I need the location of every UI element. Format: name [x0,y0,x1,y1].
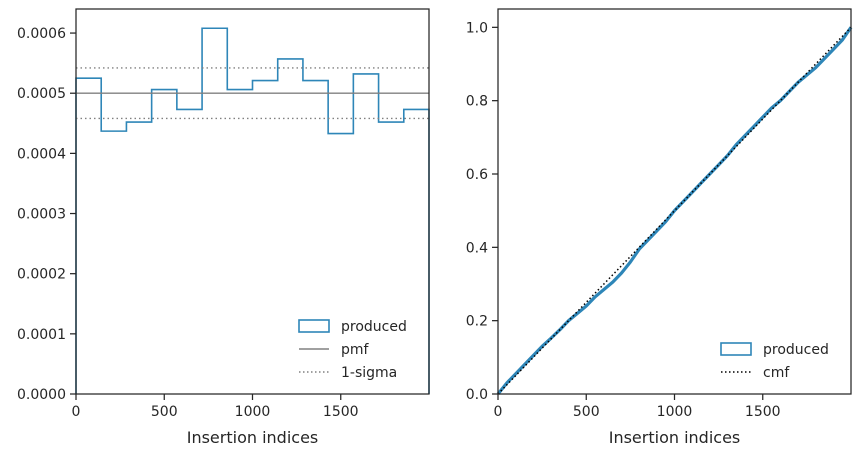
x-tick-label: 1000 [657,404,693,420]
y-tick-label: 1.0 [466,20,488,36]
y-tick-label: 0.0003 [17,207,66,223]
y-tick-label: 0.0002 [17,267,66,283]
y-tick-label: 0.0001 [17,327,66,343]
left-axes-frame [75,8,430,395]
left-chart: 0 500 1000 1500 0.00000.00010.00020.00030.0… [17,8,430,447]
x-tick-label: 0 [494,404,503,420]
x-tick-label: 0 [72,404,81,420]
left-x-ticks: 0 500 1000 1500 [72,394,359,420]
y-tick-label: 0.6 [466,167,488,183]
left-y-ticks: 0.0000 0.0001 0.0002 0.0003 0.0004 0.0005 0.00… [17,26,76,403]
legend-swatch [298,319,330,333]
y-tick-label: 0.0 [466,387,488,403]
y-tick-label: 0.0004 [17,146,66,162]
right-plot-area [496,26,853,396]
cmf-line [497,26,852,395]
legend-label: cmf [763,365,790,381]
left-legend: produced pmf 1-sigma [298,319,407,381]
x-tick-label: 1500 [323,404,359,420]
right-y-ticks: 0.0 0.2 0.4 0.6 0.8 1.0 [466,20,498,403]
y-tick-label: 0.8 [466,94,488,110]
legend-label: pmf [341,342,370,358]
x-tick-label: 500 [573,404,600,420]
left-plot-area [75,27,430,394]
right-chart: 0 500 1000 1500 0.0 0.2 0.4 0.6 0.8 1.0 Insertio… [466,8,853,447]
left-x-axis-label: Insertion indices [187,428,319,447]
x-tick-label: 500 [151,404,178,420]
x-tick-label: 1500 [745,404,781,420]
legend-label: 1-sigma [341,365,397,381]
y-tick-label: 0.0006 [17,26,66,42]
y-tick-label: 0.0005 [17,86,66,102]
right-legend: produced cmf [720,342,829,381]
x-tick-label: 1000 [235,404,271,420]
legend-swatch [720,342,752,356]
right-x-axis-label: Insertion indices [609,428,741,447]
legend-label: produced [341,319,407,335]
y-tick-label: 0.4 [466,240,488,256]
y-tick-label: 0.0000 [17,387,66,403]
right-x-ticks: 0 500 1000 1500 [494,394,781,420]
y-tick-label: 0.2 [466,314,488,330]
produced-histogram-step [75,27,430,394]
legend-label: produced [763,342,829,358]
